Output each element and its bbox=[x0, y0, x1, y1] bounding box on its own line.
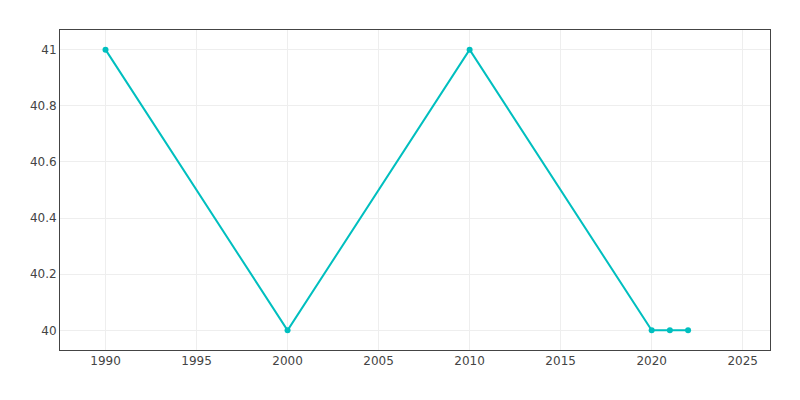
svg-text:2025: 2025 bbox=[727, 354, 758, 368]
svg-text:1995: 1995 bbox=[181, 354, 212, 368]
svg-text:40.6: 40.6 bbox=[30, 155, 57, 169]
svg-text:40.4: 40.4 bbox=[30, 211, 57, 225]
svg-text:2010: 2010 bbox=[454, 354, 485, 368]
svg-text:2000: 2000 bbox=[272, 354, 303, 368]
svg-text:40.2: 40.2 bbox=[30, 267, 57, 281]
svg-text:2015: 2015 bbox=[545, 354, 576, 368]
svg-text:2020: 2020 bbox=[636, 354, 667, 368]
svg-text:1990: 1990 bbox=[90, 354, 121, 368]
svg-text:2005: 2005 bbox=[363, 354, 394, 368]
svg-text:40.8: 40.8 bbox=[30, 99, 57, 113]
svg-text:40: 40 bbox=[41, 324, 56, 338]
svg-text:41: 41 bbox=[41, 43, 56, 57]
